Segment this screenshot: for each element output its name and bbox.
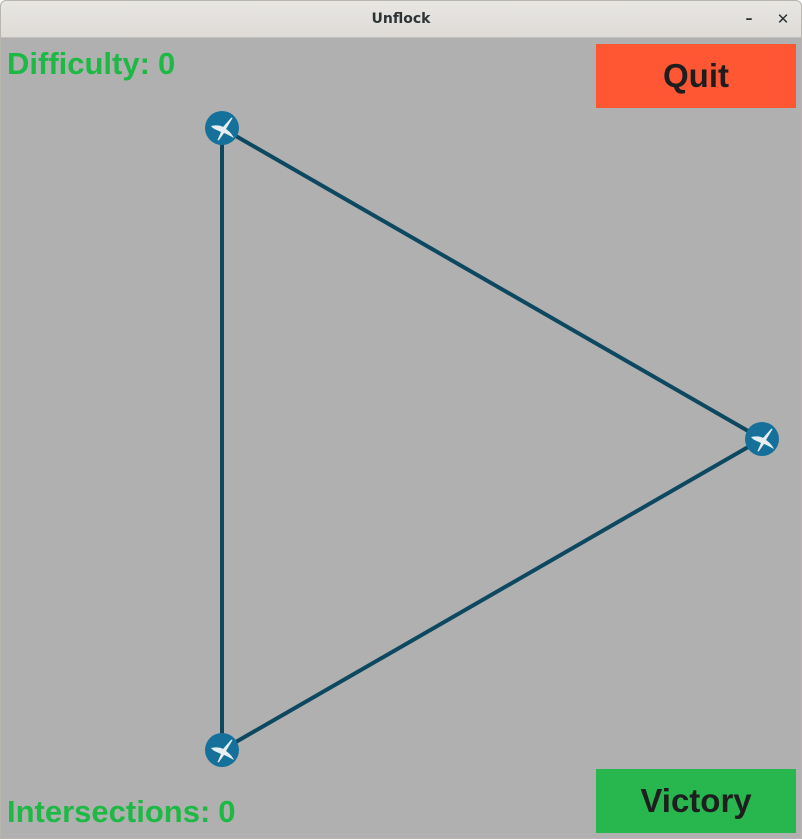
difficulty-value: 0 [157,46,176,81]
difficulty-display: Difficulty: 0 [7,46,175,82]
close-button[interactable]: ✕ [776,10,790,28]
minimize-button[interactable]: – [745,11,753,27]
intersections-label: Intersections: [7,794,211,829]
quit-button[interactable]: Quit [596,44,796,108]
graph-nodes [205,111,779,767]
title-bar[interactable]: Unflock – ✕ [1,1,801,38]
graph-edge [220,126,764,441]
game-canvas: Difficulty: 0 Intersections: 0 Quit Victor… [1,38,801,838]
intersections-value: 0 [218,794,236,829]
swallow-bird-icon [211,117,234,141]
graph-node[interactable] [205,111,239,145]
graph-node[interactable] [745,422,779,456]
victory-button[interactable]: Victory [596,769,796,833]
graph-node[interactable] [205,733,239,767]
intersections-display: Intersections: 0 [7,794,236,830]
window-title: Unflock [371,11,431,27]
graph-edge [220,437,764,752]
graph-board [205,111,779,767]
graph-edges [220,126,764,752]
swallow-bird-icon [211,739,234,763]
difficulty-label: Difficulty: [7,46,150,81]
swallow-bird-icon [751,428,774,452]
